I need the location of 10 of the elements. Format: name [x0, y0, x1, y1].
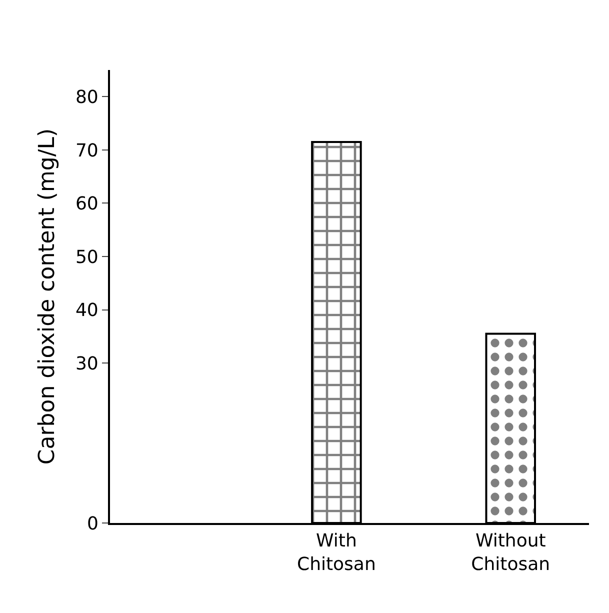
y-tick-label: 60 — [75, 194, 98, 215]
y-tick-label: 70 — [75, 140, 98, 162]
x-tick-label: With Chitosan — [297, 530, 376, 575]
y-tick-label: 50 — [75, 246, 98, 268]
y-tick-label: 0 — [86, 513, 98, 534]
x-tick-label: Without Chitosan — [471, 530, 550, 575]
y-axis-title: Carbon dioxide content (mg/L) — [34, 128, 60, 465]
y-tick-label: 80 — [75, 86, 98, 108]
y-tick-label: 40 — [75, 300, 98, 322]
y-tick-label: 30 — [75, 353, 98, 374]
